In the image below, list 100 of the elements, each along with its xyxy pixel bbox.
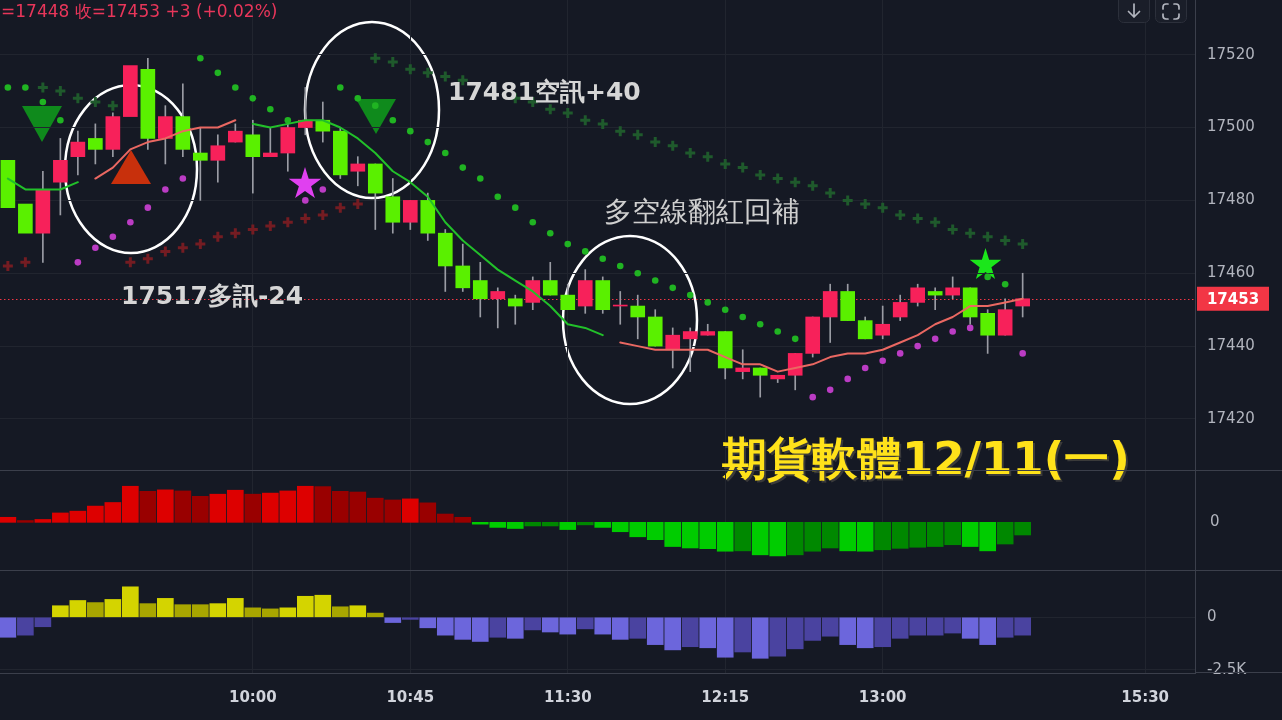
point [284, 116, 292, 124]
point [756, 320, 764, 328]
bar [157, 598, 174, 618]
point [841, 193, 855, 207]
candlestick [262, 127, 278, 157]
point [753, 168, 767, 182]
point [372, 102, 379, 109]
point [966, 324, 974, 332]
point [263, 219, 277, 233]
point [22, 84, 29, 91]
point [57, 116, 64, 124]
bar [139, 603, 157, 618]
candlestick [927, 287, 943, 311]
bar [576, 522, 594, 526]
point [844, 375, 851, 383]
point [438, 70, 452, 84]
y-tick-label: 17440 [1207, 336, 1255, 355]
point [232, 84, 239, 91]
candlestick [123, 65, 138, 117]
point [771, 172, 785, 186]
point [228, 226, 242, 240]
bar [0, 617, 17, 638]
point [599, 255, 607, 262]
point [701, 150, 715, 164]
bar [524, 617, 542, 631]
annotation: 17481空訊+40 [448, 77, 641, 106]
point [476, 175, 484, 182]
point [893, 208, 907, 222]
point [704, 299, 712, 306]
point [71, 91, 85, 105]
x-tick-label: 13:00 [858, 687, 907, 706]
point [424, 138, 432, 146]
annotation: 期貨軟體12/11(一) [722, 432, 1130, 485]
point [36, 80, 50, 94]
point [302, 197, 309, 204]
point [809, 393, 817, 401]
point [403, 62, 417, 76]
point [109, 233, 117, 241]
candlestick [507, 294, 523, 325]
point [736, 161, 750, 175]
point [928, 215, 942, 229]
x-tick-label: 15:30 [1121, 687, 1170, 706]
point [931, 335, 939, 343]
point [648, 135, 662, 149]
point [144, 204, 152, 211]
point [267, 106, 274, 113]
point [193, 237, 207, 251]
point [879, 357, 886, 364]
point [162, 186, 169, 193]
y-tick-label: 0 [1207, 607, 1217, 626]
point [596, 117, 610, 131]
point [578, 113, 592, 127]
y-tick-label: 17500 [1207, 117, 1255, 136]
point [634, 269, 642, 277]
candlestick [0, 159, 16, 208]
y-tick-label: 17420 [1207, 408, 1255, 427]
bar [157, 489, 174, 523]
point [686, 291, 694, 299]
point [249, 95, 257, 102]
bar [734, 617, 752, 653]
candlestick [490, 287, 506, 329]
point [337, 84, 344, 91]
point [739, 313, 747, 321]
point [354, 95, 362, 102]
annotation: 17517多訊-24 [121, 281, 304, 310]
point [946, 223, 960, 237]
point [1019, 350, 1026, 357]
point [92, 244, 99, 252]
bar [87, 602, 104, 618]
point [581, 248, 589, 255]
point [529, 218, 537, 226]
point [683, 146, 697, 160]
bar [139, 490, 157, 523]
point [511, 204, 519, 211]
point [197, 55, 204, 62]
point [106, 99, 120, 113]
y-tick-label: 17460 [1207, 263, 1255, 282]
x-tick-label: 12:15 [701, 687, 750, 706]
point [949, 328, 956, 335]
point [179, 175, 187, 182]
point [613, 124, 627, 138]
point [1001, 280, 1009, 288]
point [459, 164, 467, 171]
candlestick [350, 156, 366, 187]
point [421, 66, 435, 80]
x-tick-label: 11:30 [543, 687, 592, 706]
point [896, 350, 904, 357]
point [806, 179, 820, 193]
point [127, 218, 134, 226]
candlestick [18, 203, 33, 234]
point [298, 212, 312, 226]
point [441, 149, 449, 157]
point [158, 244, 172, 258]
point [1016, 237, 1030, 251]
point [876, 201, 890, 215]
point [616, 262, 624, 270]
point [564, 240, 572, 248]
point [651, 277, 659, 284]
bar [734, 522, 752, 552]
point [406, 127, 414, 135]
